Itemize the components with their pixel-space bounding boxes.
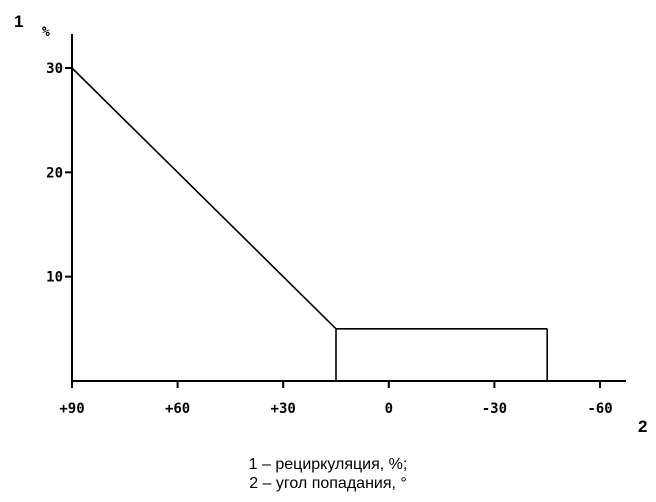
y-tick-label-1: 20 xyxy=(46,165,63,181)
x-tick-label-4: -30 xyxy=(482,401,507,417)
series-group xyxy=(71,67,549,382)
x-ticks: +90 +60 +30 0 -30 -60 xyxy=(59,381,613,417)
legend-item-2: 2 – угол попадания, ° xyxy=(249,475,407,492)
series-line-0 xyxy=(71,67,549,382)
y-axis-number: 1 xyxy=(14,12,23,31)
x-tick-label-0: +90 xyxy=(59,401,84,417)
x-tick-label-2: +30 xyxy=(271,401,296,417)
y-tick-label-2: 30 xyxy=(46,61,63,77)
x-tick-label-3: 0 xyxy=(385,401,393,417)
y-ticks: 10 20 30 xyxy=(46,61,72,286)
x-tick-label-1: +60 xyxy=(165,401,190,417)
y-axis-unit: % xyxy=(42,25,50,40)
y-tick-label-0: 10 xyxy=(46,270,63,286)
legend-item-1: 1 – рециркуляция, %; xyxy=(248,456,408,473)
x-tick-label-5: -60 xyxy=(587,401,612,417)
x-axis-number: 2 xyxy=(638,417,647,436)
